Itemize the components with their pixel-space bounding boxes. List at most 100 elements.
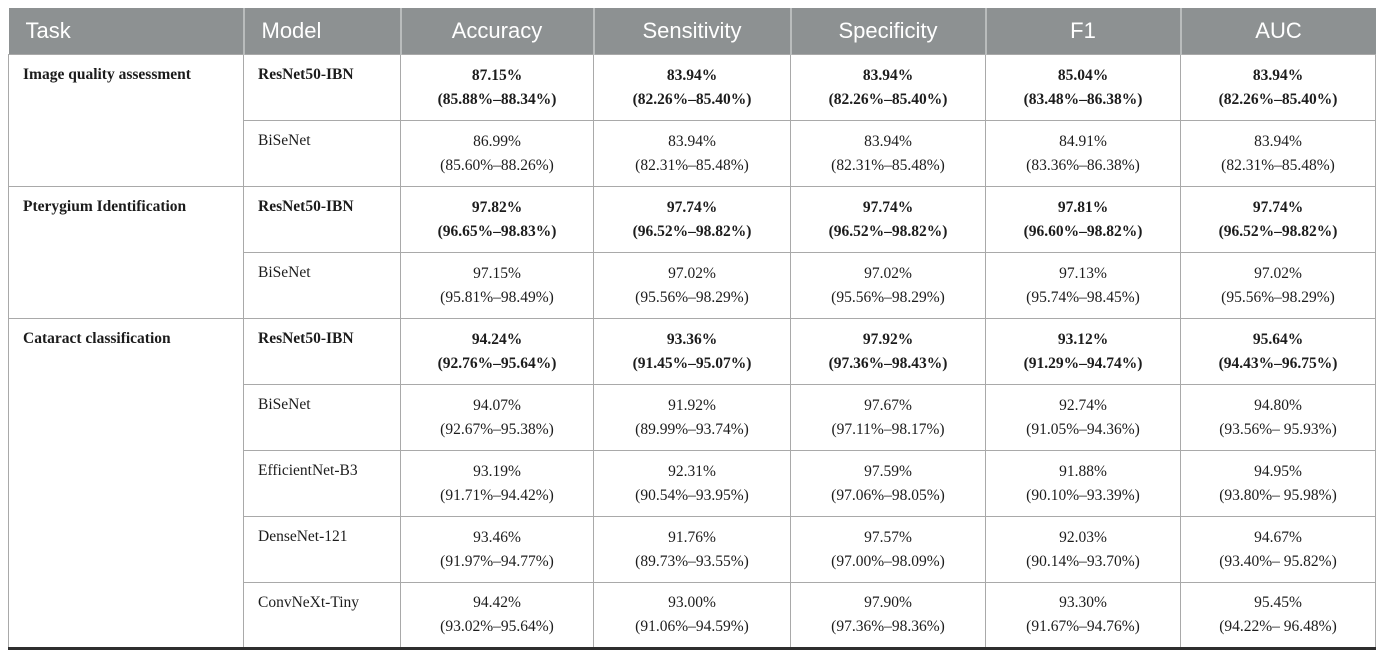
metric-cell-sensitivity: 97.02% (95.56%–98.29%) [593, 252, 791, 319]
metric-cell-sensitivity: 91.92% (89.99%–93.74%) [593, 384, 791, 451]
metric-confidence-interval: (97.00%–98.09%) [831, 552, 945, 570]
metric-cell-accuracy: 87.15% (85.88%–88.34%) [400, 54, 594, 121]
metric-value: 94.07% [473, 396, 521, 414]
metric-confidence-interval: (91.71%–94.42%) [440, 486, 554, 504]
metric-confidence-interval: (83.36%–86.38%) [1026, 156, 1140, 174]
table-row: BiSeNet 97.15% (95.81%–98.49%) 97.02% (95.56… [9, 252, 1376, 319]
metric-confidence-interval: (92.76%–95.64%) [437, 354, 557, 372]
metric-confidence-interval: (85.60%–88.26%) [440, 156, 554, 174]
metric-value: 83.94% [1254, 132, 1302, 150]
metric-cell-auc: 97.02% (95.56%–98.29%) [1180, 252, 1376, 319]
metric-value: 83.94% [668, 132, 716, 150]
metric-cell-accuracy: 94.07% (92.67%–95.38%) [400, 384, 594, 451]
metric-confidence-interval: (91.05%–94.36%) [1026, 420, 1140, 438]
metric-confidence-interval: (95.81%–98.49%) [440, 288, 554, 306]
metric-value: 93.36% [666, 330, 718, 348]
metric-value: 97.67% [864, 396, 912, 414]
metric-value: 97.74% [666, 198, 718, 216]
metric-value: 97.74% [862, 198, 914, 216]
header-row: Task Model Accuracy Sensitivity Specific… [8, 8, 1376, 55]
metric-cell-f1: 92.74% (91.05%–94.36%) [985, 384, 1181, 451]
metric-cell-auc: 95.64% (94.43%–96.75%) [1180, 318, 1376, 385]
task-cell: Image quality assessment [8, 54, 244, 187]
metric-cell-specificity: 97.74% (96.52%–98.82%) [790, 186, 986, 253]
model-cell: EfficientNet-B3 [243, 450, 401, 517]
metric-confidence-interval: (93.80%– 95.98%) [1219, 486, 1337, 504]
metric-value: 97.74% [1252, 198, 1304, 216]
metric-confidence-interval: (96.60%–98.82%) [1023, 222, 1143, 240]
metric-cell-accuracy: 97.15% (95.81%–98.49%) [400, 252, 594, 319]
metric-cell-specificity: 83.94% (82.26%–85.40%) [790, 54, 986, 121]
metric-confidence-interval: (96.52%–98.82%) [1218, 222, 1338, 240]
metric-value: 97.02% [668, 264, 716, 282]
metric-cell-f1: 84.91% (83.36%–86.38%) [985, 120, 1181, 187]
table-header: Task Model Accuracy Sensitivity Specific… [8, 8, 1376, 55]
metric-value: 97.02% [1254, 264, 1302, 282]
metric-cell-specificity: 97.90% (97.36%–98.36%) [790, 582, 986, 649]
metric-cell-accuracy: 94.42% (93.02%–95.64%) [400, 582, 594, 649]
metric-value: 97.59% [864, 462, 912, 480]
metric-cell-specificity: 97.02% (95.56%–98.29%) [790, 252, 986, 319]
metric-cell-specificity: 97.67% (97.11%–98.17%) [790, 384, 986, 451]
metric-value: 83.94% [1252, 66, 1304, 84]
metric-confidence-interval: (91.67%–94.76%) [1026, 618, 1140, 635]
model-cell: BiSeNet [243, 384, 401, 451]
metric-confidence-interval: (89.99%–93.74%) [635, 420, 749, 438]
model-cell: ResNet50-IBN [243, 318, 401, 385]
metric-value: 91.88% [1059, 462, 1107, 480]
metric-cell-auc: 94.67% (93.40%– 95.82%) [1180, 516, 1376, 583]
metric-confidence-interval: (85.88%–88.34%) [437, 90, 557, 108]
metric-cell-f1: 93.30% (91.67%–94.76%) [985, 582, 1181, 649]
model-performance-table: Task Model Accuracy Sensitivity Specific… [8, 8, 1376, 650]
metric-cell-sensitivity: 83.94% (82.31%–85.48%) [593, 120, 791, 187]
metric-value: 83.94% [862, 66, 914, 84]
metric-confidence-interval: (90.10%–93.39%) [1026, 486, 1140, 504]
metric-cell-auc: 95.45% (94.22%– 96.48%) [1180, 582, 1376, 649]
table-body: Image quality assessment ResNet50-IBN 87.1… [8, 54, 1376, 649]
metric-value: 92.03% [1059, 528, 1107, 546]
metric-confidence-interval: (91.97%–94.77%) [440, 552, 554, 570]
metric-value: 94.42% [473, 594, 521, 611]
metric-confidence-interval: (96.65%–98.83%) [437, 222, 557, 240]
metric-confidence-interval: (91.06%–94.59%) [635, 618, 749, 635]
task-cell: Pterygium Identification [8, 186, 244, 319]
model-cell: BiSeNet [243, 252, 401, 319]
metric-confidence-interval: (82.26%–85.40%) [828, 90, 948, 108]
metric-value: 86.99% [473, 132, 521, 150]
model-cell: BiSeNet [243, 120, 401, 187]
metric-value: 91.92% [668, 396, 716, 414]
metric-value: 94.67% [1254, 528, 1302, 546]
metric-value: 94.80% [1254, 396, 1302, 414]
metric-value: 92.31% [668, 462, 716, 480]
metric-cell-f1: 93.12% (91.29%–94.74%) [985, 318, 1181, 385]
metric-cell-specificity: 97.59% (97.06%–98.05%) [790, 450, 986, 517]
metric-confidence-interval: (96.52%–98.82%) [632, 222, 752, 240]
metric-confidence-interval: (95.56%–98.29%) [1221, 288, 1335, 306]
metric-cell-sensitivity: 97.74% (96.52%–98.82%) [593, 186, 791, 253]
metric-value: 97.92% [862, 330, 914, 348]
metric-confidence-interval: (97.11%–98.17%) [831, 420, 945, 438]
metric-cell-auc: 83.94% (82.31%–85.48%) [1180, 120, 1376, 187]
metric-cell-sensitivity: 93.36% (91.45%–95.07%) [593, 318, 791, 385]
metric-cell-specificity: 97.57% (97.00%–98.09%) [790, 516, 986, 583]
metric-confidence-interval: (82.31%–85.48%) [831, 156, 945, 174]
model-cell: ConvNeXt-Tiny [243, 582, 401, 649]
metric-confidence-interval: (95.56%–98.29%) [635, 288, 749, 306]
metric-value: 84.91% [1059, 132, 1107, 150]
metric-value: 85.04% [1057, 66, 1109, 84]
metric-confidence-interval: (82.26%–85.40%) [632, 90, 752, 108]
metric-value: 97.15% [473, 264, 521, 282]
metric-confidence-interval: (93.40%– 95.82%) [1219, 552, 1337, 570]
metric-confidence-interval: (90.54%–93.95%) [635, 486, 749, 504]
metric-confidence-interval: (92.67%–95.38%) [440, 420, 554, 438]
metric-cell-sensitivity: 92.31% (90.54%–93.95%) [593, 450, 791, 517]
header-auc: AUC [1179, 8, 1376, 55]
metric-confidence-interval: (95.56%–98.29%) [831, 288, 945, 306]
metric-confidence-interval: (93.02%–95.64%) [440, 618, 554, 635]
header-specificity: Specificity [789, 8, 986, 55]
metric-cell-accuracy: 86.99% (85.60%–88.26%) [400, 120, 594, 187]
metric-value: 83.94% [666, 66, 718, 84]
metric-cell-sensitivity: 83.94% (82.26%–85.40%) [593, 54, 791, 121]
model-cell: ResNet50-IBN [243, 54, 401, 121]
